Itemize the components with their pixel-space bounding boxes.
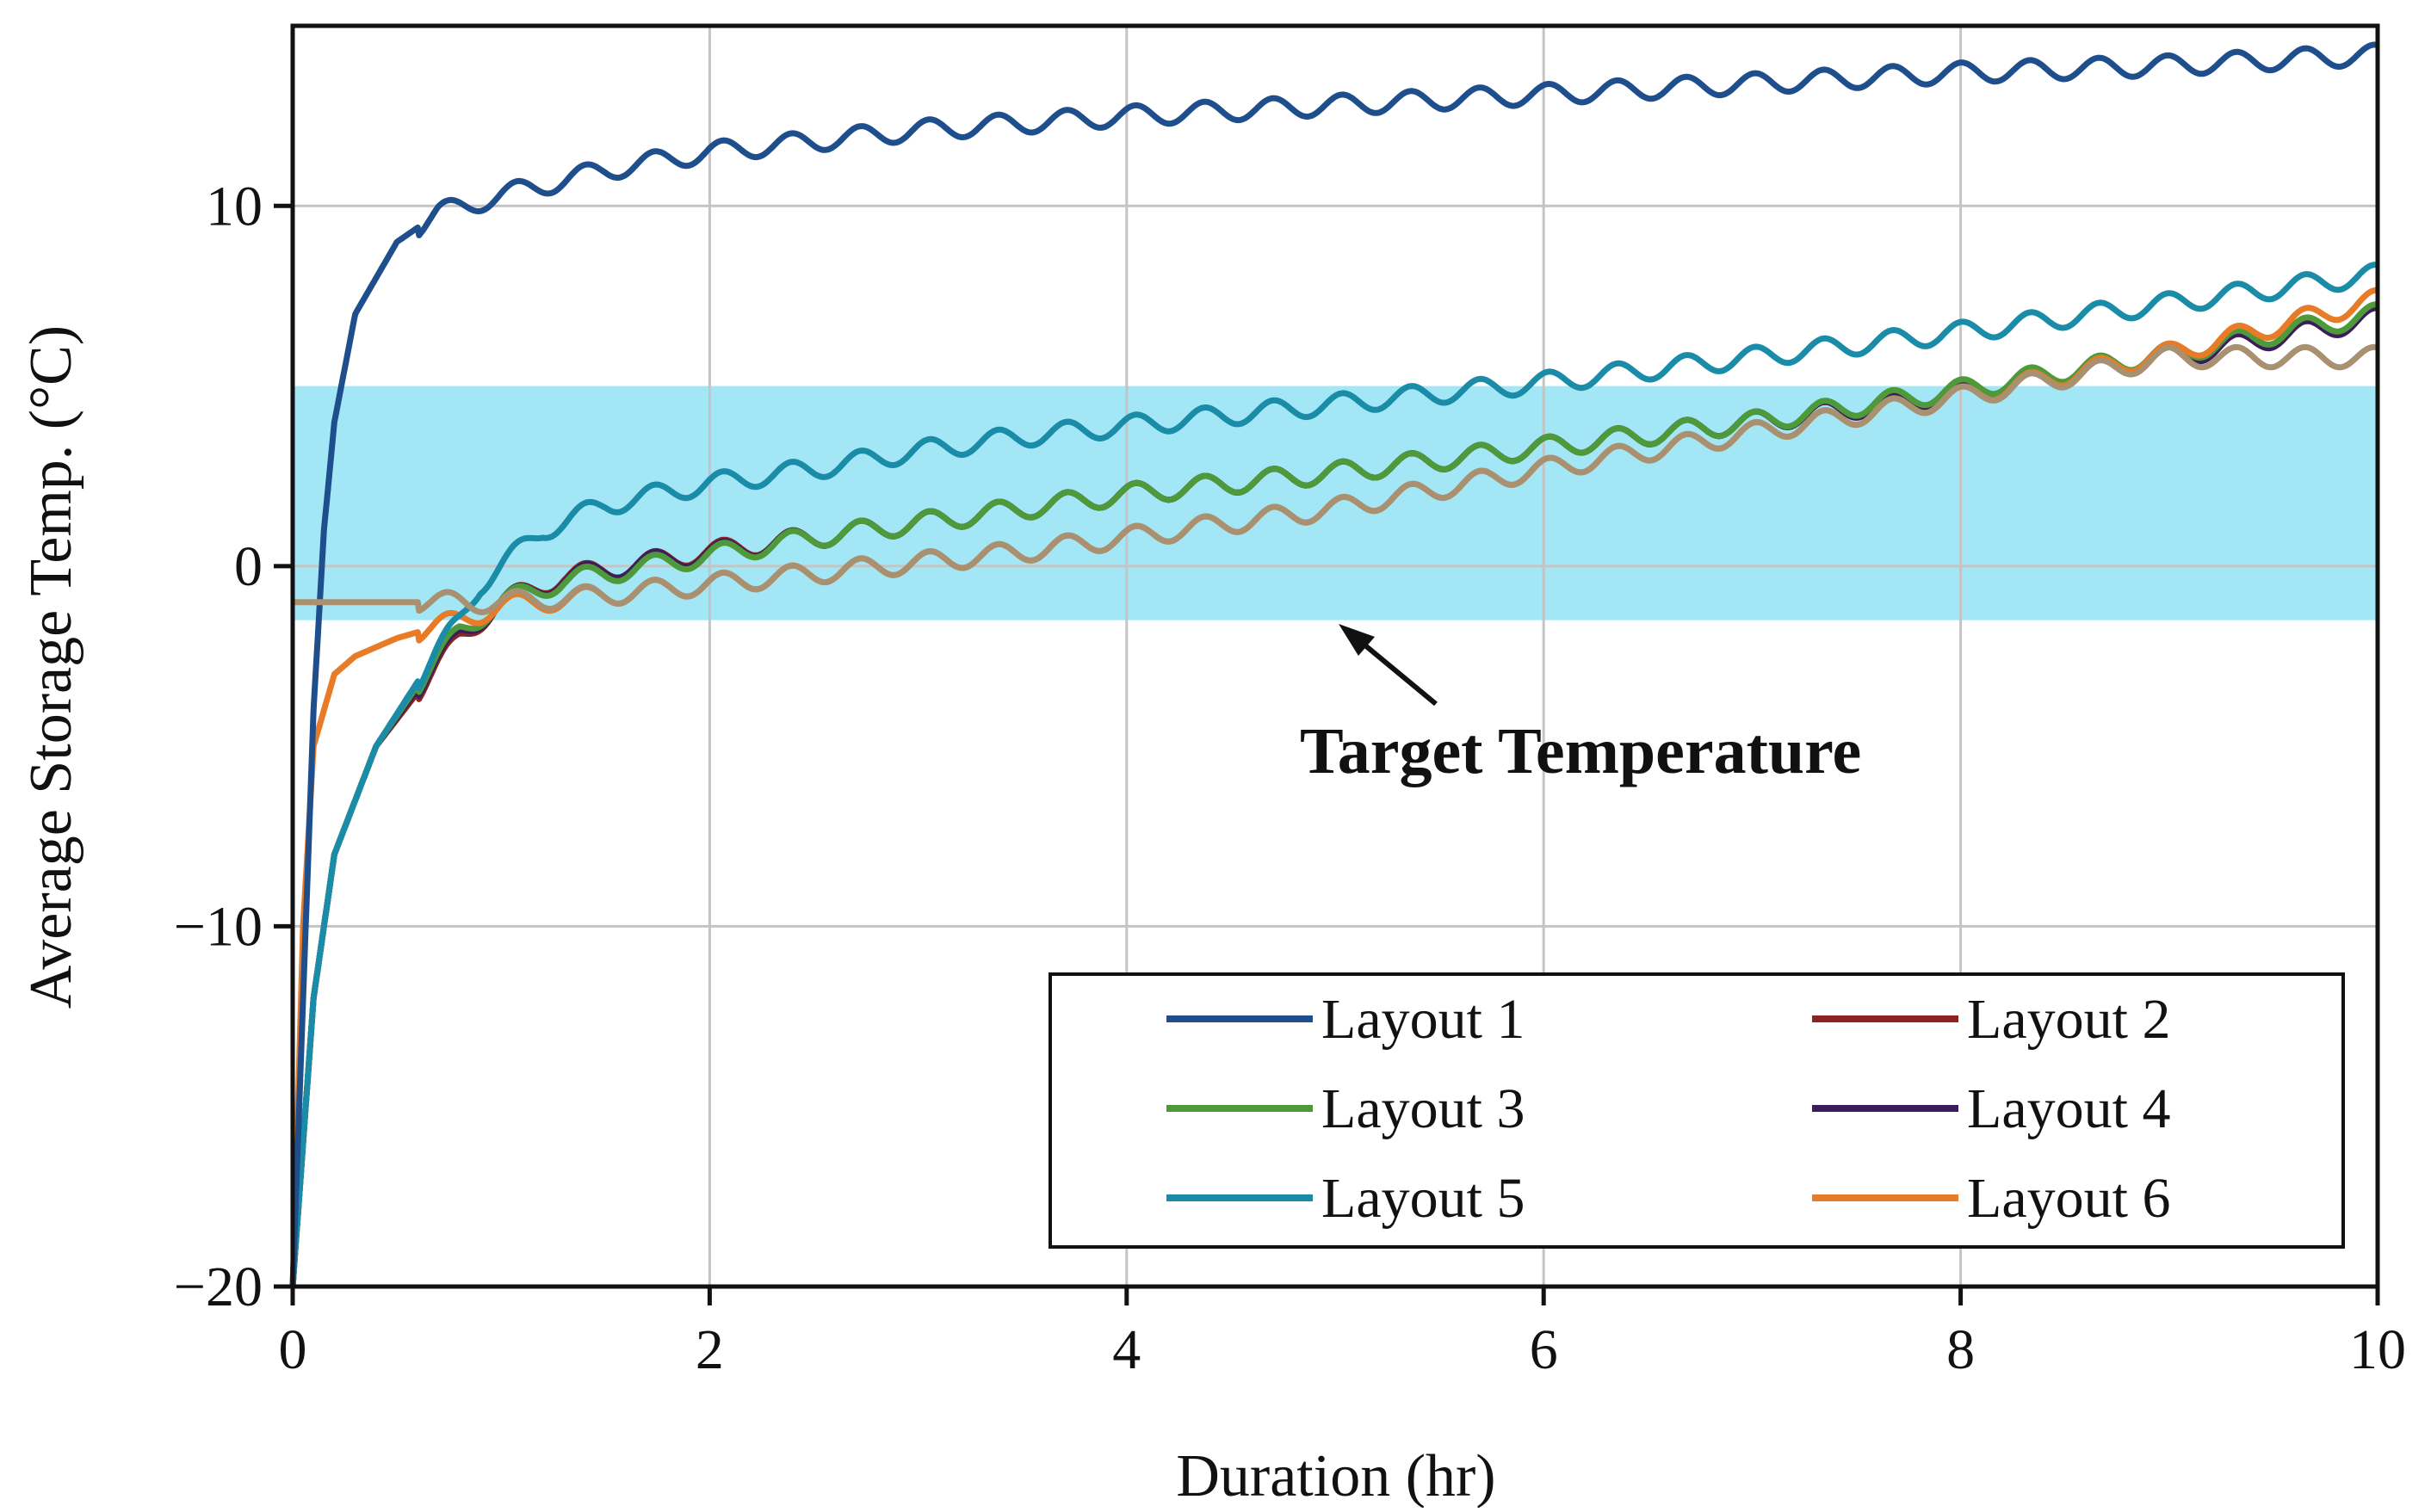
series-line-layout-3 bbox=[289, 301, 2379, 1287]
y-tick-label: −20 bbox=[174, 1256, 263, 1318]
y-tick-label: −10 bbox=[174, 895, 263, 958]
x-tick-label: 10 bbox=[2349, 1318, 2406, 1381]
legend-label: Layout 6 bbox=[1967, 1167, 2170, 1230]
annotation-label: Target Temperature bbox=[1300, 715, 1861, 787]
y-axis-title: Average Storage Temp. (°C) bbox=[18, 325, 84, 1009]
y-tick-label: 0 bbox=[234, 535, 263, 598]
target-annotation: Target Temperature bbox=[1300, 624, 1861, 787]
x-tick-label: 0 bbox=[279, 1318, 307, 1381]
legend-label: Layout 3 bbox=[1321, 1077, 1525, 1140]
legend-label: Layout 1 bbox=[1321, 988, 1525, 1051]
series-line-extra bbox=[291, 343, 2379, 615]
annotation-arrow-head bbox=[1339, 624, 1375, 656]
legend-label: Layout 2 bbox=[1967, 988, 2170, 1051]
y-tick-label: 10 bbox=[206, 175, 263, 238]
annotation-arrow-shaft bbox=[1354, 635, 1438, 707]
legend: Layout 1 Layout 2 Layout 3 Layout 4 Layout 5… bbox=[1048, 972, 2345, 1249]
x-tick-label: 2 bbox=[696, 1318, 724, 1381]
x-tick-label: 4 bbox=[1112, 1318, 1141, 1381]
x-tick-label: 8 bbox=[1946, 1318, 1975, 1381]
series-line-layout-1 bbox=[289, 41, 2379, 1287]
plot-area-frame bbox=[290, 23, 2380, 1289]
series-line-layout-5 bbox=[289, 262, 2379, 1287]
x-tick-label: 6 bbox=[1530, 1318, 1558, 1381]
legend-label: Layout 5 bbox=[1321, 1167, 1525, 1230]
x-axis-title: Duration (hr) bbox=[1176, 1443, 1495, 1508]
legend-label: Layout 4 bbox=[1967, 1077, 2170, 1140]
